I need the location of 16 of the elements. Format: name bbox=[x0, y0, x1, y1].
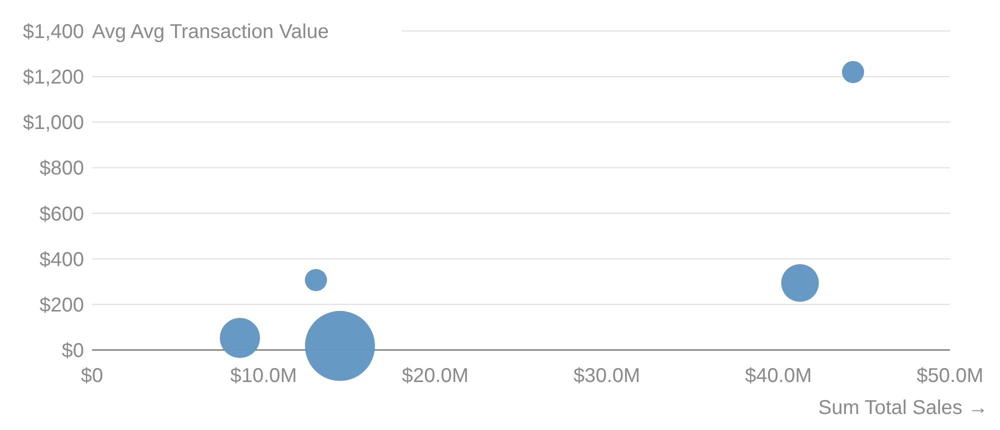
y-axis-title: Avg Avg Transaction Value bbox=[92, 21, 329, 43]
x-tick-label: $10.0M bbox=[230, 365, 297, 387]
x-tick-label: $20.0M bbox=[402, 365, 469, 387]
x-axis-title: Sum Total Sales → bbox=[818, 397, 988, 419]
x-tick-label: $0 bbox=[80, 365, 104, 387]
y-tick-label: $200 bbox=[40, 294, 84, 316]
x-tick-label: $30.0M bbox=[573, 365, 640, 387]
y-tick-label: $400 bbox=[40, 248, 84, 271]
x-tick-label: $50.0M bbox=[916, 365, 984, 387]
y-tick-label: $1,400 bbox=[22, 21, 84, 43]
y-tick-label: $1,000 bbox=[22, 112, 84, 134]
x-tick-label: $40.0M bbox=[745, 365, 812, 387]
y-tick-label: $800 bbox=[40, 158, 84, 180]
y-tick-label: $600 bbox=[40, 203, 84, 226]
y-tick-label: $0 bbox=[62, 340, 84, 362]
y-tick-label: $1,200 bbox=[22, 66, 84, 89]
